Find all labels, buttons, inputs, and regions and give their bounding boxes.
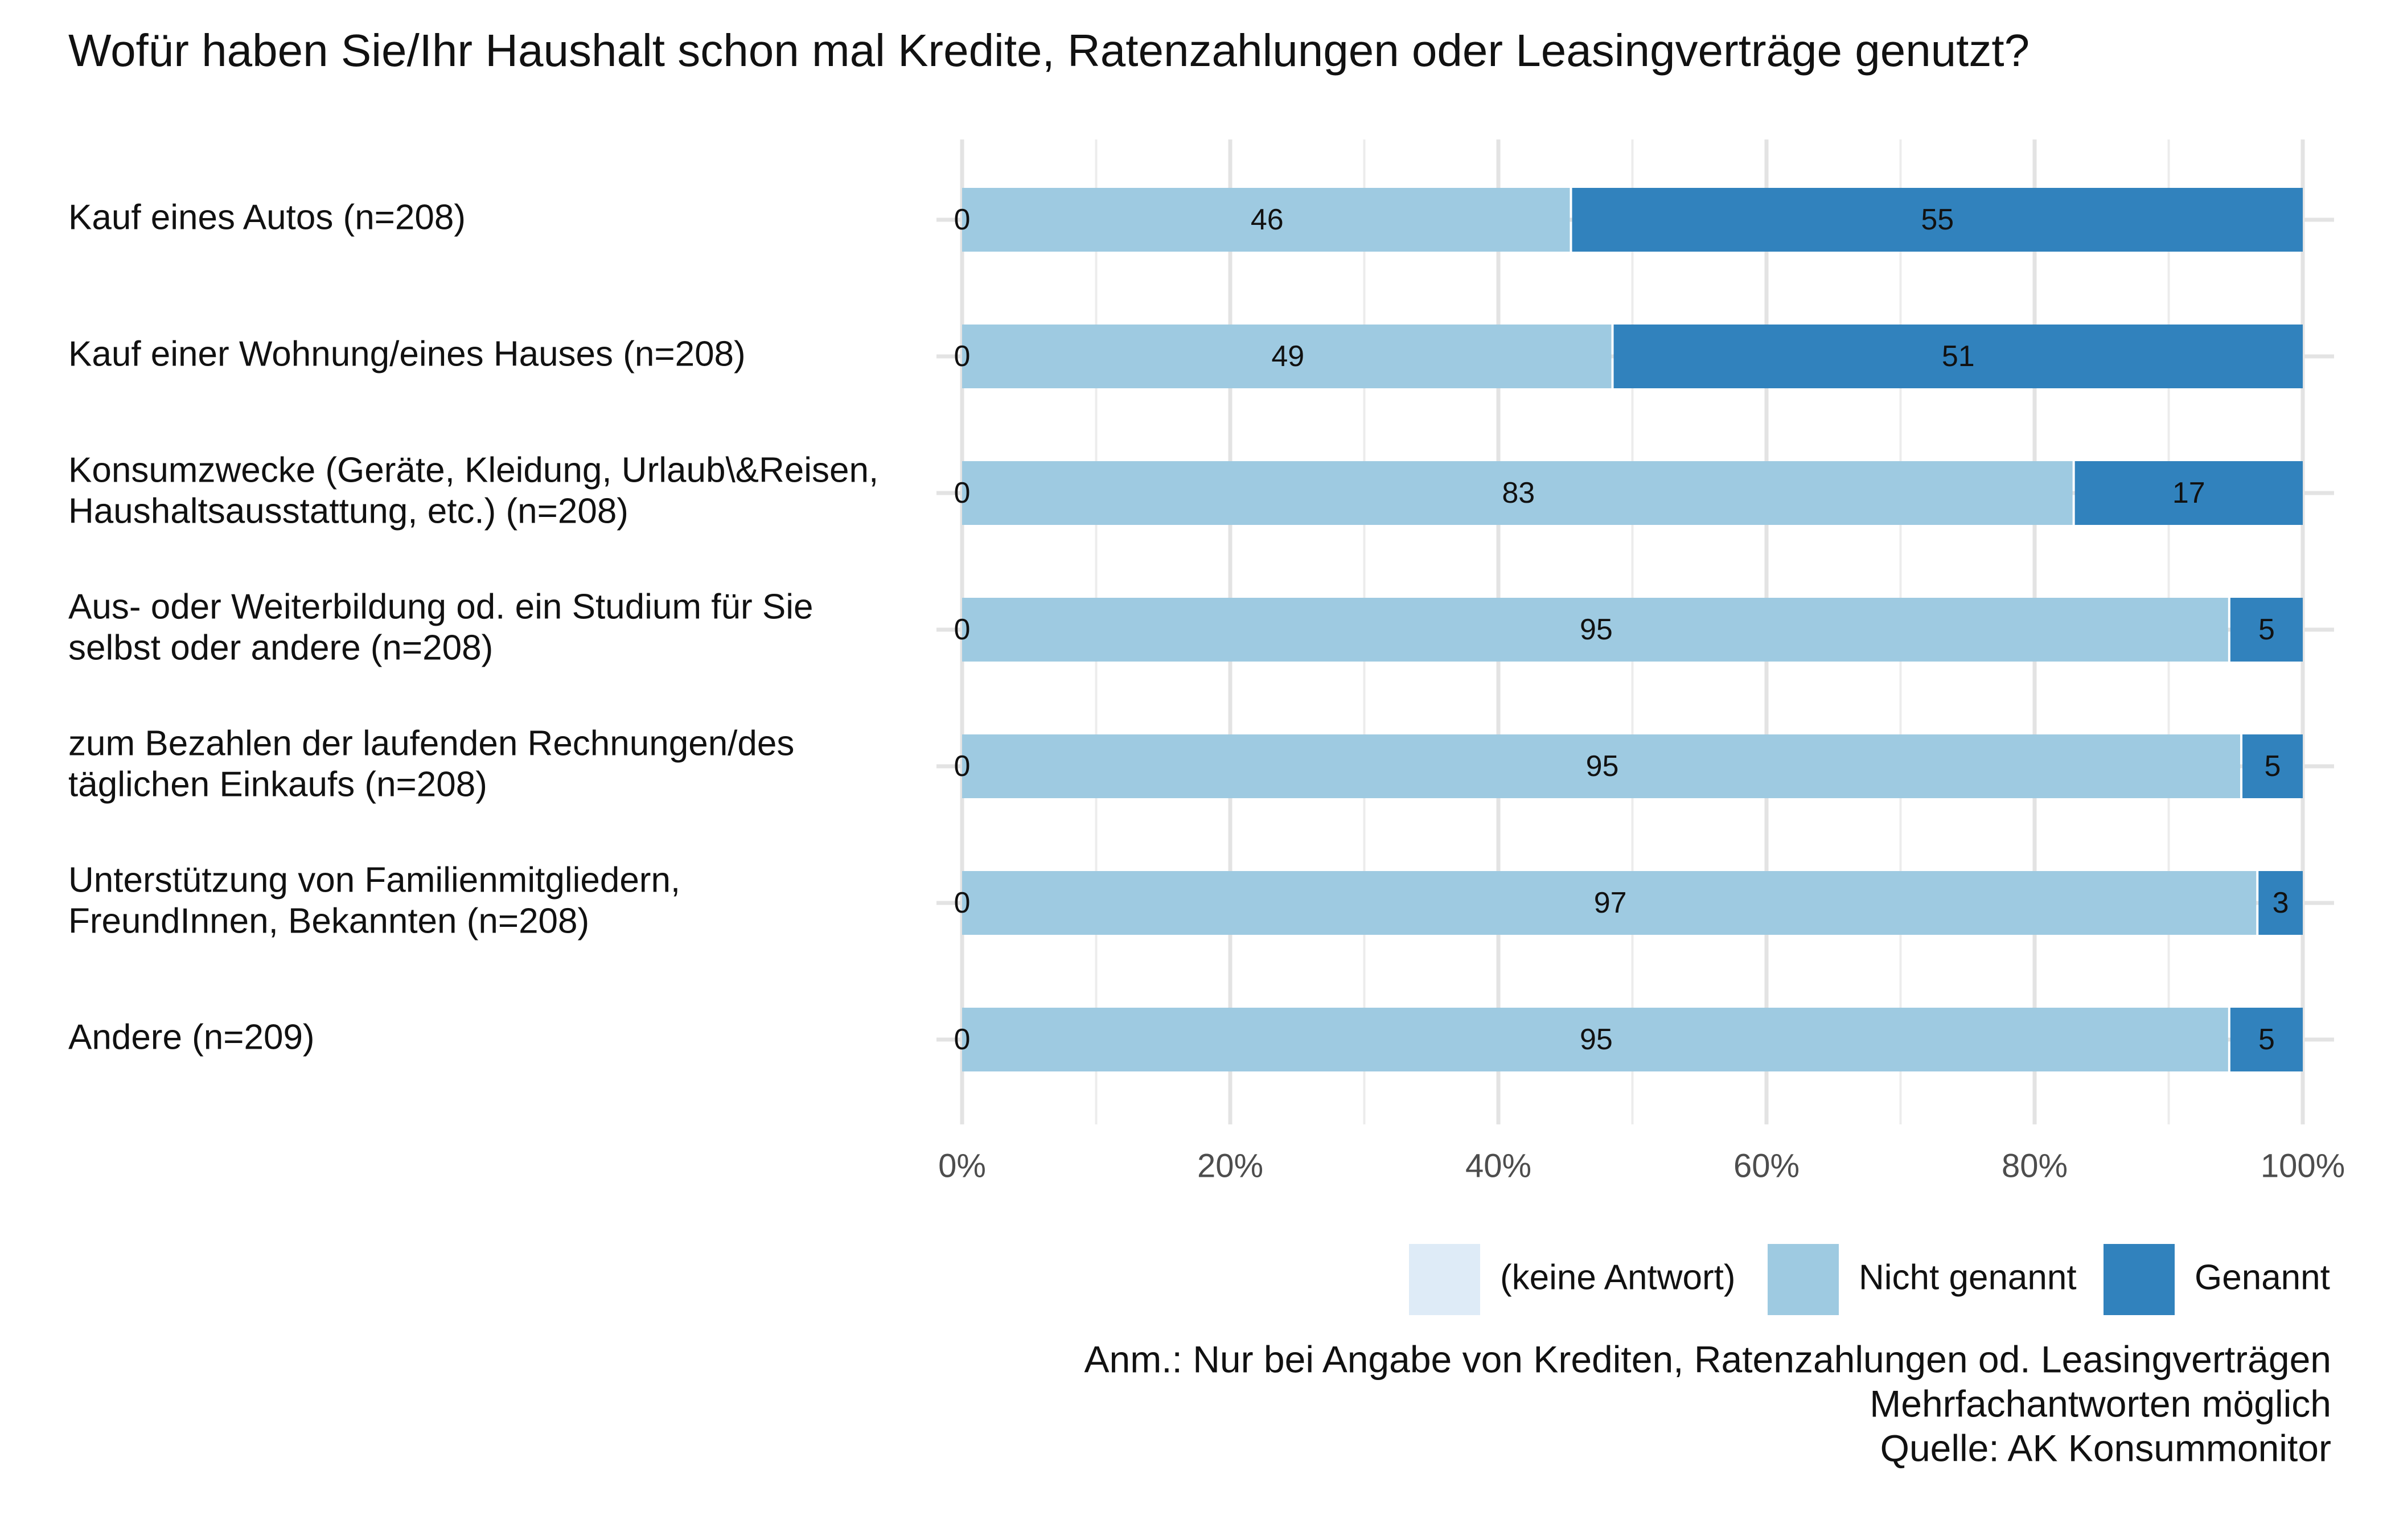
bar-segment-nicht-genannt bbox=[962, 734, 2241, 798]
data-label: 51 bbox=[1942, 340, 1975, 373]
bar-segment-nicht-genannt bbox=[962, 325, 1612, 388]
zero-data-label: 0 bbox=[954, 477, 971, 510]
zero-data-label: 0 bbox=[954, 886, 971, 919]
data-label: 5 bbox=[2258, 1023, 2275, 1056]
category-label: Kauf einer Wohnung/eines Hauses (n=208) bbox=[68, 334, 746, 373]
bar-segment-genannt bbox=[1572, 188, 2303, 252]
x-tick-label: 80% bbox=[2002, 1147, 2068, 1184]
data-label: 17 bbox=[2172, 477, 2205, 510]
data-label: 97 bbox=[1594, 886, 1627, 919]
bar-segment-genannt bbox=[2258, 871, 2303, 935]
zero-data-label: 0 bbox=[954, 750, 971, 783]
data-label: 3 bbox=[2273, 886, 2289, 919]
category-label: FreundInnen, Bekannten (n=208) bbox=[68, 901, 589, 941]
data-label: 55 bbox=[1921, 203, 1954, 236]
data-label: 95 bbox=[1580, 1023, 1613, 1056]
legend-swatch bbox=[2104, 1244, 2175, 1315]
bar-segment-nicht-genannt bbox=[962, 188, 1570, 252]
x-tick-label: 20% bbox=[1197, 1147, 1263, 1184]
category-label: Kauf eines Autos (n=208) bbox=[68, 198, 466, 237]
zero-data-label: 0 bbox=[954, 1023, 971, 1056]
x-tick-label: 0% bbox=[938, 1147, 986, 1184]
x-tick-label: 40% bbox=[1465, 1147, 1531, 1184]
caption-note: Mehrfachantworten möglich bbox=[1870, 1382, 2331, 1424]
caption-note: Anm.: Nur bei Angabe von Krediten, Raten… bbox=[1084, 1338, 2331, 1380]
bar-segment-genannt bbox=[2074, 461, 2303, 525]
legend-label: Genannt bbox=[2195, 1258, 2330, 1297]
data-label: 49 bbox=[1271, 340, 1304, 373]
zero-data-label: 0 bbox=[954, 613, 971, 646]
category-label: Unterstützung von Familienmitgliedern, bbox=[68, 860, 680, 900]
category-label: Andere (n=209) bbox=[68, 1017, 315, 1057]
data-label: 83 bbox=[1502, 477, 1535, 510]
category-label: zum Bezahlen der laufenden Rechnungen/de… bbox=[68, 724, 794, 763]
bar-segment-nicht-genannt bbox=[962, 871, 2257, 935]
legend-label: Nicht genannt bbox=[1859, 1258, 2077, 1297]
x-tick-label: 60% bbox=[1733, 1147, 1800, 1184]
data-label: 46 bbox=[1251, 203, 1284, 236]
x-tick-label: 100% bbox=[2261, 1147, 2345, 1184]
bar-segment-genannt bbox=[1613, 325, 2303, 388]
data-label: 5 bbox=[2258, 613, 2275, 646]
category-label: Aus- oder Weiterbildung od. ein Studium … bbox=[68, 587, 813, 626]
caption-note: Quelle: AK Konsummonitor bbox=[1880, 1427, 2331, 1469]
legend-swatch bbox=[1409, 1244, 1480, 1315]
bar-segment-genannt bbox=[2230, 598, 2303, 662]
bar-segment-nicht-genannt bbox=[962, 1008, 2228, 1071]
category-label: täglichen Einkaufs (n=208) bbox=[68, 765, 487, 804]
data-label: 95 bbox=[1586, 750, 1619, 783]
data-label: 5 bbox=[2265, 750, 2281, 783]
legend-swatch bbox=[1768, 1244, 1839, 1315]
bar-segment-nicht-genannt bbox=[962, 598, 2228, 662]
category-label: Haushaltsausstattung, etc.) (n=208) bbox=[68, 491, 628, 531]
bar-segment-genannt bbox=[2230, 1008, 2303, 1071]
bar-segment-genannt bbox=[2242, 734, 2303, 798]
category-label: Konsumzwecke (Geräte, Kleidung, Urlaub\&… bbox=[68, 450, 878, 490]
data-label: 95 bbox=[1580, 613, 1613, 646]
bar-segment-nicht-genannt bbox=[962, 461, 2073, 525]
zero-data-label: 0 bbox=[954, 340, 971, 373]
category-label: selbst oder andere (n=208) bbox=[68, 628, 493, 667]
legend-label: (keine Antwort) bbox=[1500, 1258, 1736, 1297]
chart-title: Wofür haben Sie/Ihr Haushalt schon mal K… bbox=[68, 25, 2030, 76]
zero-data-label: 0 bbox=[954, 203, 971, 236]
